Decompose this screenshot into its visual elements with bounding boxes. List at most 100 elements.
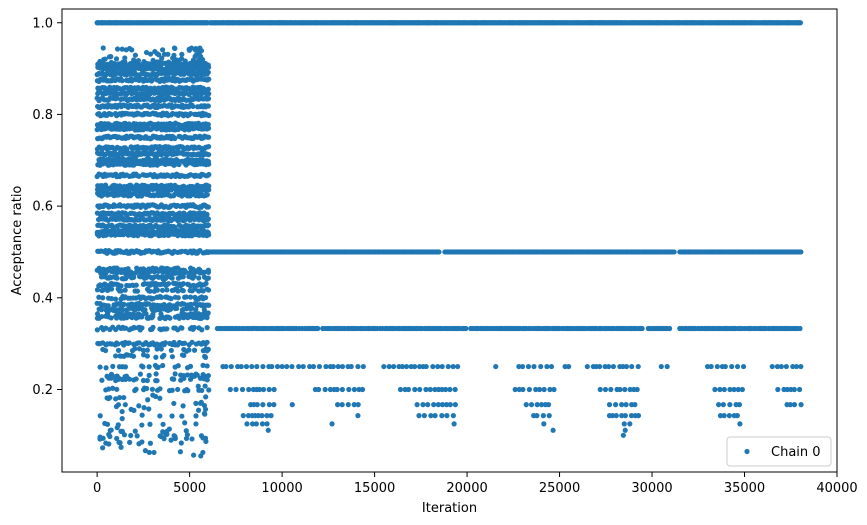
data-point xyxy=(435,402,441,408)
data-point xyxy=(149,386,155,392)
data-point xyxy=(206,76,212,82)
data-point xyxy=(533,386,539,393)
data-point xyxy=(100,445,106,451)
data-point xyxy=(133,386,139,392)
data-point xyxy=(632,402,638,408)
data-point xyxy=(254,363,260,370)
data-point xyxy=(704,363,711,370)
data-point xyxy=(107,394,113,401)
y-axis-ticks: 0.20.40.60.81.0 xyxy=(32,16,62,398)
data-point xyxy=(774,363,781,370)
data-point xyxy=(106,441,112,447)
data-point xyxy=(300,363,306,370)
data-point xyxy=(260,363,266,370)
data-point xyxy=(121,394,127,401)
data-point xyxy=(165,281,172,287)
data-point xyxy=(176,161,182,168)
data-point xyxy=(798,402,804,408)
data-point xyxy=(108,59,114,66)
data-point xyxy=(425,402,431,408)
data-point xyxy=(206,302,212,308)
data-point xyxy=(169,413,175,419)
data-point xyxy=(139,412,145,418)
y-tick-label: 0.2 xyxy=(32,383,53,398)
data-point xyxy=(493,363,499,370)
data-point xyxy=(98,63,104,69)
data-point xyxy=(188,45,195,51)
data-point xyxy=(432,413,438,419)
data-point xyxy=(151,449,157,456)
data-point xyxy=(443,386,449,393)
data-point xyxy=(131,274,137,280)
data-point xyxy=(146,372,152,378)
data-point xyxy=(450,363,456,370)
x-tick-label: 40000 xyxy=(816,481,857,496)
data-point xyxy=(444,413,450,419)
data-point xyxy=(244,421,250,427)
data-point xyxy=(423,386,429,393)
data-point xyxy=(114,46,121,52)
data-point xyxy=(536,386,543,393)
y-tick-label: 0.4 xyxy=(32,291,53,306)
data-point xyxy=(348,363,354,370)
data-point xyxy=(116,439,122,446)
data-point xyxy=(274,363,281,370)
data-point xyxy=(623,402,629,408)
data-point xyxy=(204,192,210,198)
data-point xyxy=(206,143,212,150)
x-axis-label: Iteration xyxy=(422,501,477,516)
data-point xyxy=(188,110,194,117)
data-point xyxy=(439,413,445,419)
data-point xyxy=(431,402,437,408)
data-point xyxy=(266,402,272,408)
legend-marker xyxy=(744,448,750,455)
data-point xyxy=(739,386,745,393)
data-point xyxy=(271,402,277,408)
data-point xyxy=(205,222,212,228)
data-point xyxy=(150,324,156,330)
data-point xyxy=(330,363,336,370)
data-point xyxy=(193,413,199,419)
data-point xyxy=(351,402,357,408)
data-point xyxy=(249,421,256,427)
data-point xyxy=(538,363,544,370)
x-tick-label: 20000 xyxy=(446,481,487,496)
data-point xyxy=(139,325,145,331)
data-point xyxy=(198,399,204,405)
data-point xyxy=(205,204,211,210)
data-point xyxy=(206,91,212,97)
data-point xyxy=(193,400,199,406)
data-point xyxy=(119,416,125,422)
data-point xyxy=(796,386,803,393)
data-point xyxy=(629,363,635,370)
data-point xyxy=(206,161,212,167)
data-point xyxy=(114,386,120,392)
data-point xyxy=(339,363,346,370)
data-point xyxy=(235,363,241,370)
data-point xyxy=(316,363,323,370)
data-point xyxy=(228,363,234,370)
data-point xyxy=(152,59,158,65)
data-point xyxy=(245,413,252,419)
data-point xyxy=(204,377,210,383)
data-point xyxy=(166,426,172,432)
data-point xyxy=(443,402,450,408)
data-point xyxy=(205,346,211,352)
data-point xyxy=(144,353,150,359)
data-point xyxy=(122,287,128,293)
data-point xyxy=(716,402,722,408)
data-point xyxy=(122,402,128,408)
data-point xyxy=(172,435,178,442)
data-point xyxy=(160,429,166,435)
data-point xyxy=(139,314,145,320)
data-point xyxy=(658,363,664,370)
data-point xyxy=(787,402,793,408)
data-point xyxy=(722,363,728,370)
x-tick-label: 35000 xyxy=(724,481,765,496)
data-point xyxy=(181,352,187,359)
data-point xyxy=(114,315,120,321)
data-point xyxy=(118,444,124,450)
data-point xyxy=(182,340,188,346)
data-point xyxy=(153,371,159,377)
y-tick-label: 1.0 xyxy=(32,16,53,31)
